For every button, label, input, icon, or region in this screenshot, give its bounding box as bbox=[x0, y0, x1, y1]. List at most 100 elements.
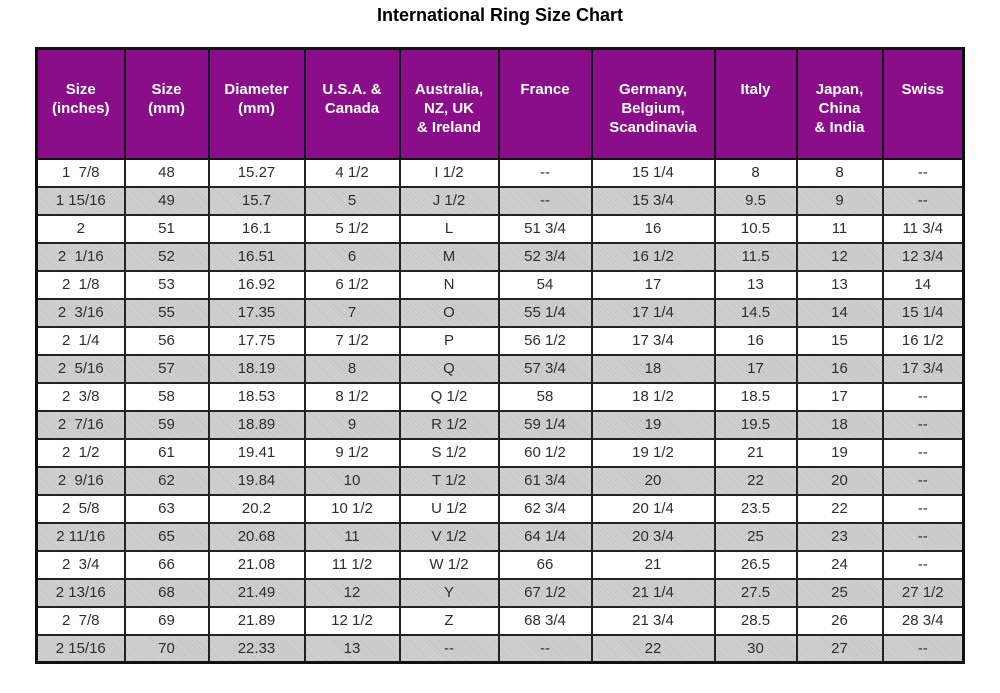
cell: -- bbox=[881, 633, 965, 664]
cell: 16 1/2 bbox=[590, 241, 716, 272]
cell: 18 bbox=[590, 353, 716, 384]
cell: 18.19 bbox=[207, 353, 306, 384]
column-header: Australia, NZ, UK & Ireland bbox=[398, 47, 500, 160]
column-header: Italy bbox=[713, 47, 798, 160]
cell: -- bbox=[881, 465, 965, 496]
cell: -- bbox=[881, 549, 965, 580]
cell: 68 bbox=[123, 577, 210, 608]
cell: -- bbox=[881, 381, 965, 412]
cell: 49 bbox=[123, 185, 210, 216]
cell: U 1/2 bbox=[398, 493, 500, 524]
cell: 61 bbox=[123, 437, 210, 468]
cell: -- bbox=[881, 157, 965, 188]
cell: 56 bbox=[123, 325, 210, 356]
cell: 2 1/2 bbox=[35, 437, 126, 468]
table-row: 2 1/2 61 19.41 9 1/2 S 1/2 60 1/2 19 1/2 21 19 -- bbox=[35, 437, 965, 468]
cell: 18 bbox=[795, 409, 884, 440]
cell: 19 1/2 bbox=[590, 437, 716, 468]
cell: 10 1/2 bbox=[303, 493, 401, 524]
cell: 17 bbox=[713, 353, 798, 384]
cell: 16 bbox=[590, 213, 716, 244]
cell: Y bbox=[398, 577, 500, 608]
page-title: International Ring Size Chart bbox=[376, 5, 624, 25]
cell: 9.5 bbox=[713, 185, 798, 216]
cell: 58 bbox=[123, 381, 210, 412]
cell: 58 bbox=[497, 381, 593, 412]
cell: 66 bbox=[497, 549, 593, 580]
cell: 20 bbox=[795, 465, 884, 496]
cell: 12 1/2 bbox=[303, 605, 401, 636]
cell: 2 1/8 bbox=[35, 269, 126, 300]
cell: 59 1/4 bbox=[497, 409, 593, 440]
cell: 15 bbox=[795, 325, 884, 356]
cell: 2 1/4 bbox=[35, 325, 126, 356]
cell: 12 bbox=[303, 577, 401, 608]
cell: 53 bbox=[123, 269, 210, 300]
table-row: 2 5/8 63 20.2 10 1/2 U 1/2 62 3/4 20 1/4 23.5 22… bbox=[35, 493, 965, 524]
cell: 14 bbox=[881, 269, 965, 300]
cell: -- bbox=[497, 157, 593, 188]
cell: 57 3/4 bbox=[497, 353, 593, 384]
cell: 7 bbox=[303, 297, 401, 328]
cell: 2 3/8 bbox=[35, 381, 126, 412]
column-header: Size (inches) bbox=[35, 47, 126, 160]
cell: J 1/2 bbox=[398, 185, 500, 216]
cell: 20 bbox=[590, 465, 716, 496]
cell: 20.2 bbox=[207, 493, 306, 524]
cell: 17 3/4 bbox=[881, 353, 965, 384]
cell: 15.7 bbox=[207, 185, 306, 216]
cell: 59 bbox=[123, 409, 210, 440]
column-header: France bbox=[497, 47, 593, 160]
cell: 52 3/4 bbox=[497, 241, 593, 272]
cell: 20 1/4 bbox=[590, 493, 716, 524]
cell: 5 1/2 bbox=[303, 213, 401, 244]
cell: 14 bbox=[795, 297, 884, 328]
cell: 19 bbox=[590, 409, 716, 440]
table-row: 2 15/16 70 22.33 13 -- -- 22 30 27 -- bbox=[35, 633, 965, 664]
cell: 8 bbox=[795, 157, 884, 188]
cell: R 1/2 bbox=[398, 409, 500, 440]
cell: 67 1/2 bbox=[497, 577, 593, 608]
cell: 2 3/16 bbox=[35, 297, 126, 328]
cell: 13 bbox=[713, 269, 798, 300]
cell: 8 bbox=[303, 353, 401, 384]
cell: 55 1/4 bbox=[497, 297, 593, 328]
cell: -- bbox=[881, 409, 965, 440]
table-row: 2 11/16 65 20.68 11 V 1/2 64 1/4 20 3/4 25 23 -- bbox=[35, 521, 965, 552]
cell: L bbox=[398, 213, 500, 244]
cell: 4 1/2 bbox=[303, 157, 401, 188]
cell: 69 bbox=[123, 605, 210, 636]
cell: 52 bbox=[123, 241, 210, 272]
cell: 19.41 bbox=[207, 437, 306, 468]
cell: 21 3/4 bbox=[590, 605, 716, 636]
cell: 2 9/16 bbox=[35, 465, 126, 496]
cell: -- bbox=[881, 437, 965, 468]
cell: 1 15/16 bbox=[35, 185, 126, 216]
cell: 22 bbox=[590, 633, 716, 664]
cell: 2 3/4 bbox=[35, 549, 126, 580]
table-row: 2 7/16 59 18.89 9 R 1/2 59 1/4 19 19.5 18 -- bbox=[35, 409, 965, 440]
column-header: Japan, China & India bbox=[795, 47, 884, 160]
cell: W 1/2 bbox=[398, 549, 500, 580]
cell: 68 3/4 bbox=[497, 605, 593, 636]
cell: O bbox=[398, 297, 500, 328]
cell: 15 3/4 bbox=[590, 185, 716, 216]
cell: 6 1/2 bbox=[303, 269, 401, 300]
cell: 17 1/4 bbox=[590, 297, 716, 328]
cell: 9 bbox=[795, 185, 884, 216]
cell: 27.5 bbox=[713, 577, 798, 608]
cell: 22 bbox=[713, 465, 798, 496]
cell: 21 1/4 bbox=[590, 577, 716, 608]
cell: 28 3/4 bbox=[881, 605, 965, 636]
cell: 48 bbox=[123, 157, 210, 188]
cell: Q 1/2 bbox=[398, 381, 500, 412]
cell: 7 1/2 bbox=[303, 325, 401, 356]
cell: I 1/2 bbox=[398, 157, 500, 188]
cell: P bbox=[398, 325, 500, 356]
table-body: 1 7/8 48 15.27 4 1/2 I 1/2 -- 15 1/4 8 8 -- 1 15/1… bbox=[35, 157, 965, 664]
cell: 16.92 bbox=[207, 269, 306, 300]
cell: 21 bbox=[590, 549, 716, 580]
cell: 9 bbox=[303, 409, 401, 440]
cell: 16 bbox=[795, 353, 884, 384]
table-row: 2 5/16 57 18.19 8 Q 57 3/4 18 17 16 17 3/4 bbox=[35, 353, 965, 384]
